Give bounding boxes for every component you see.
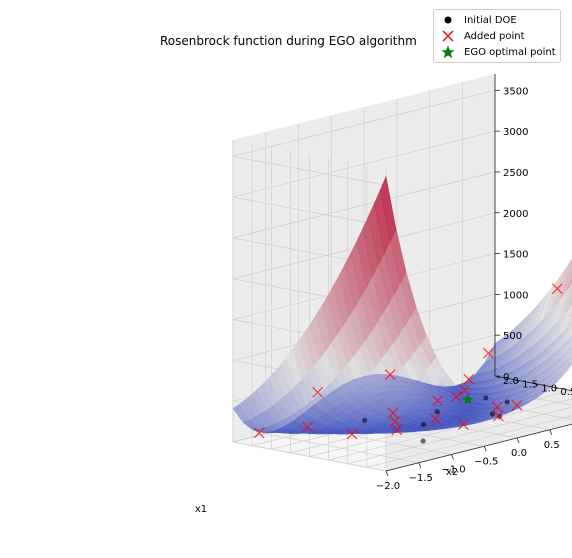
x-tick-label: −1.5 bbox=[409, 473, 433, 484]
added-point bbox=[312, 386, 324, 398]
added-point bbox=[458, 419, 469, 431]
z-tick-label: 500 bbox=[503, 331, 522, 342]
doe-point bbox=[362, 417, 368, 423]
x-tick bbox=[451, 454, 454, 460]
axis-ticks: −2.0−1.5−1.0−0.50.00.51.01.52.0−2.0−1.5−… bbox=[376, 74, 572, 492]
x-axis-label: x1 bbox=[195, 504, 207, 515]
z-tick-label: 2000 bbox=[503, 209, 528, 220]
grid-line bbox=[232, 130, 496, 227]
x-tick-label: −2.0 bbox=[376, 481, 400, 492]
added-point bbox=[432, 395, 444, 407]
grid-lines bbox=[232, 74, 572, 472]
x-tick bbox=[516, 437, 520, 444]
x-tick-label: −0.5 bbox=[474, 456, 498, 467]
added-point bbox=[389, 416, 401, 428]
added-point bbox=[253, 427, 265, 439]
y-tick bbox=[533, 382, 539, 386]
legend-label: Initial DOE bbox=[464, 14, 517, 26]
added-point bbox=[384, 369, 396, 381]
added-point bbox=[346, 428, 358, 440]
legend-label: EGO optimal point bbox=[464, 46, 556, 58]
y-tick-label: 0.5 bbox=[560, 387, 572, 398]
x-tick-label: −1.0 bbox=[441, 465, 465, 476]
y-tick-label: 1.0 bbox=[541, 383, 557, 394]
z-tick-label: 3500 bbox=[503, 86, 528, 97]
added-point bbox=[302, 421, 314, 433]
y-tick bbox=[513, 379, 520, 382]
legend-item-initial-doe: Initial DOE bbox=[440, 12, 517, 28]
z-tick-label: 1000 bbox=[503, 290, 528, 301]
z-tick-label: 3000 bbox=[503, 127, 528, 138]
z-tick-label: 0 bbox=[503, 372, 509, 383]
axis-labels: x1 x2 bbox=[195, 467, 458, 515]
added-point bbox=[511, 399, 523, 411]
y-tick-label: 1.5 bbox=[522, 380, 538, 391]
rosenbrock-surface bbox=[232, 175, 572, 435]
legend: Initial DOE Added point EGO optimal poin… bbox=[433, 9, 561, 63]
x-tick bbox=[385, 470, 389, 477]
y-tick bbox=[552, 386, 558, 390]
doe-point bbox=[420, 421, 427, 428]
y-axis-label: x2 bbox=[446, 467, 458, 478]
doe-point bbox=[420, 438, 426, 444]
optimal-point bbox=[462, 394, 473, 405]
doe-point bbox=[434, 409, 440, 415]
added-point bbox=[483, 347, 494, 359]
doe-point bbox=[483, 395, 489, 401]
added-point bbox=[492, 410, 504, 422]
x-tick bbox=[549, 429, 553, 435]
added-point bbox=[551, 283, 563, 295]
x-tick-label: 0.0 bbox=[511, 448, 527, 459]
added-point bbox=[387, 407, 399, 419]
x-marker-icon bbox=[440, 29, 456, 43]
star-marker-icon bbox=[440, 45, 456, 59]
legend-item-added-point: Added point bbox=[440, 28, 525, 44]
added-point bbox=[491, 401, 503, 413]
z-tick-label: 2500 bbox=[503, 168, 528, 179]
chart-title: Rosenbrock function during EGO algorithm bbox=[160, 34, 417, 48]
grid-line bbox=[232, 89, 496, 186]
added-point bbox=[450, 391, 462, 403]
y-tick-label: 2.0 bbox=[503, 376, 519, 387]
added-point bbox=[459, 384, 470, 396]
added-point bbox=[463, 373, 475, 385]
circle-marker-icon bbox=[440, 15, 456, 25]
doe-point bbox=[489, 411, 495, 417]
legend-label: Added point bbox=[464, 30, 525, 42]
data-points bbox=[253, 283, 572, 444]
x-tick-label: 0.5 bbox=[544, 440, 560, 451]
x-tick bbox=[483, 446, 487, 452]
grid-line bbox=[232, 171, 496, 268]
z-tick-label: 1500 bbox=[503, 250, 528, 261]
added-point bbox=[430, 413, 441, 425]
surface-facet bbox=[232, 404, 250, 423]
doe-point bbox=[504, 399, 510, 405]
legend-item-ego-optimal: EGO optimal point bbox=[440, 44, 556, 60]
x-tick bbox=[418, 462, 422, 468]
